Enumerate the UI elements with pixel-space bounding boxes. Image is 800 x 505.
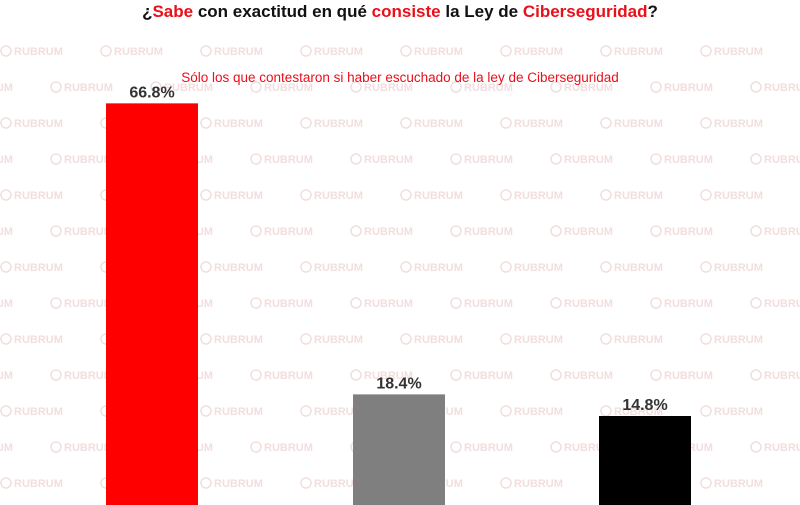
title-text: ¿	[142, 2, 153, 21]
bar-value-label: 14.8%	[622, 397, 667, 414]
title-text: la Ley de	[440, 2, 523, 21]
bar	[353, 394, 445, 505]
title-highlight-word: Ciberseguridad	[522, 2, 648, 21]
title-text: ?	[647, 2, 658, 21]
bar	[106, 103, 198, 505]
bar-value-label: 66.8%	[129, 84, 174, 101]
chart-subtitle: Sólo los que contestaron si haber escuch…	[181, 70, 619, 85]
chart-title: ¿Sabe con exactitud en qué consiste la L…	[0, 2, 800, 22]
title-highlight-word: consiste	[371, 2, 441, 21]
title-text: con exactitud en qué	[193, 2, 372, 21]
bar-value-label: 18.4%	[376, 375, 421, 392]
bar	[599, 416, 691, 505]
title-highlight-word: Sabe	[152, 2, 194, 21]
